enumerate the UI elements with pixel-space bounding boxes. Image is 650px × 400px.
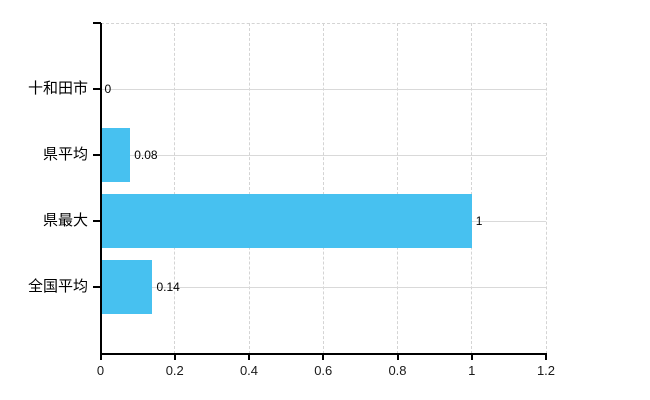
x-tick-label: 1 <box>468 362 476 378</box>
category-gridline <box>100 286 546 288</box>
y-axis-top-tick <box>92 22 101 24</box>
x-gridline <box>248 23 250 354</box>
y-axis-tick <box>92 154 101 157</box>
x-axis-tick <box>545 353 547 360</box>
x-gridline <box>174 23 176 354</box>
x-axis <box>99 352 547 355</box>
bar <box>101 260 153 315</box>
x-tick-label: 1.2 <box>536 362 556 378</box>
x-axis-tick <box>470 353 473 360</box>
x-axis-tick <box>248 353 250 360</box>
bar-value-label: 1 <box>475 214 483 229</box>
x-gridline <box>397 23 398 354</box>
y-axis-tick <box>92 88 101 91</box>
x-tick-label: 0 <box>96 362 105 378</box>
x-tick-label: 0.2 <box>165 362 184 378</box>
x-tick-label: 0.8 <box>388 362 407 378</box>
y-axis-tick <box>92 220 101 223</box>
x-gridline <box>545 23 547 354</box>
x-axis-tick <box>322 353 325 360</box>
x-tick-label: 0.6 <box>314 362 333 378</box>
x-tick-label: 0.4 <box>239 362 259 378</box>
x-axis-tick <box>173 353 176 360</box>
y-axis-tick <box>92 286 101 289</box>
category-label: 全国平均 <box>27 278 88 296</box>
category-label: 十和田市 <box>27 80 88 98</box>
category-gridline <box>100 154 546 156</box>
x-gridline <box>322 23 324 354</box>
category-label: 県最大 <box>42 212 88 230</box>
x-axis-tick <box>99 353 102 360</box>
x-axis-tick <box>396 353 399 360</box>
bar-value-label: 0.14 <box>156 280 180 295</box>
bar-value-label: 0.08 <box>134 148 158 163</box>
bar <box>101 128 131 183</box>
bar-value-label: 0 <box>104 82 112 97</box>
category-label: 県平均 <box>42 146 88 164</box>
bar <box>101 194 472 249</box>
x-gridline <box>471 23 473 354</box>
y-axis <box>99 23 102 355</box>
category-gridline <box>100 88 546 90</box>
